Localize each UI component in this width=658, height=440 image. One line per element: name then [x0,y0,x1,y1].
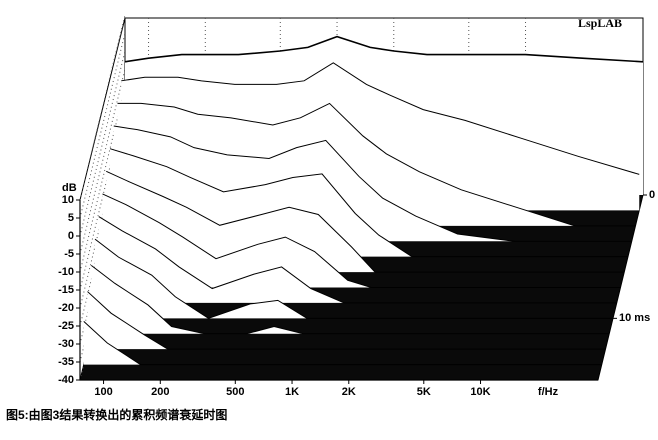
x-axis-label: f/Hz [538,386,559,398]
y-tick-label: -30 [58,338,74,350]
y-tick-label: -40 [58,374,74,386]
x-tick-label: 100 [94,386,112,398]
x-tick-label: 200 [151,386,169,398]
slice-line [121,62,640,175]
x-tick-label: 5K [417,386,431,398]
slice-line [94,238,613,319]
slice-line [98,216,617,304]
slice-line [102,193,621,288]
z-tick-label: 10 ms [619,312,650,324]
z-tick-label: 0 [649,189,655,201]
y-tick-label: -5 [64,248,74,260]
slice-line [90,264,610,335]
slice-fill [102,193,621,288]
x-tick-label: 1K [285,386,299,398]
front-axes [79,200,598,381]
caption: 图5:由图3结果转换出的累积频谱衰延时图 [6,407,227,422]
slice-line [106,170,625,273]
y-tick-label: -20 [58,302,74,314]
x-tick-label: 2K [342,386,356,398]
y-tick-label: -25 [58,320,74,332]
y-tick-label: -15 [58,284,74,296]
y-tick-label: 0 [68,230,74,242]
y-axis-label: dB [62,182,77,194]
slice-line [113,125,632,242]
y-tick-label: 5 [68,212,74,224]
x-tick-label: 500 [226,386,244,398]
slice-line [117,102,636,227]
slice-line [124,35,644,63]
y-tick-label: 10 [62,194,74,206]
slice-fill [91,265,610,334]
x-tick-label: 10K [470,386,490,398]
y-tick-label: -10 [58,266,74,278]
y-tick-label: -35 [58,356,74,368]
slice-line [109,148,628,258]
slice-fill [106,171,625,273]
slice-fill [87,291,606,350]
slice-line [83,321,602,366]
slice-line [87,291,606,350]
watermark: LspLAB [578,16,622,30]
